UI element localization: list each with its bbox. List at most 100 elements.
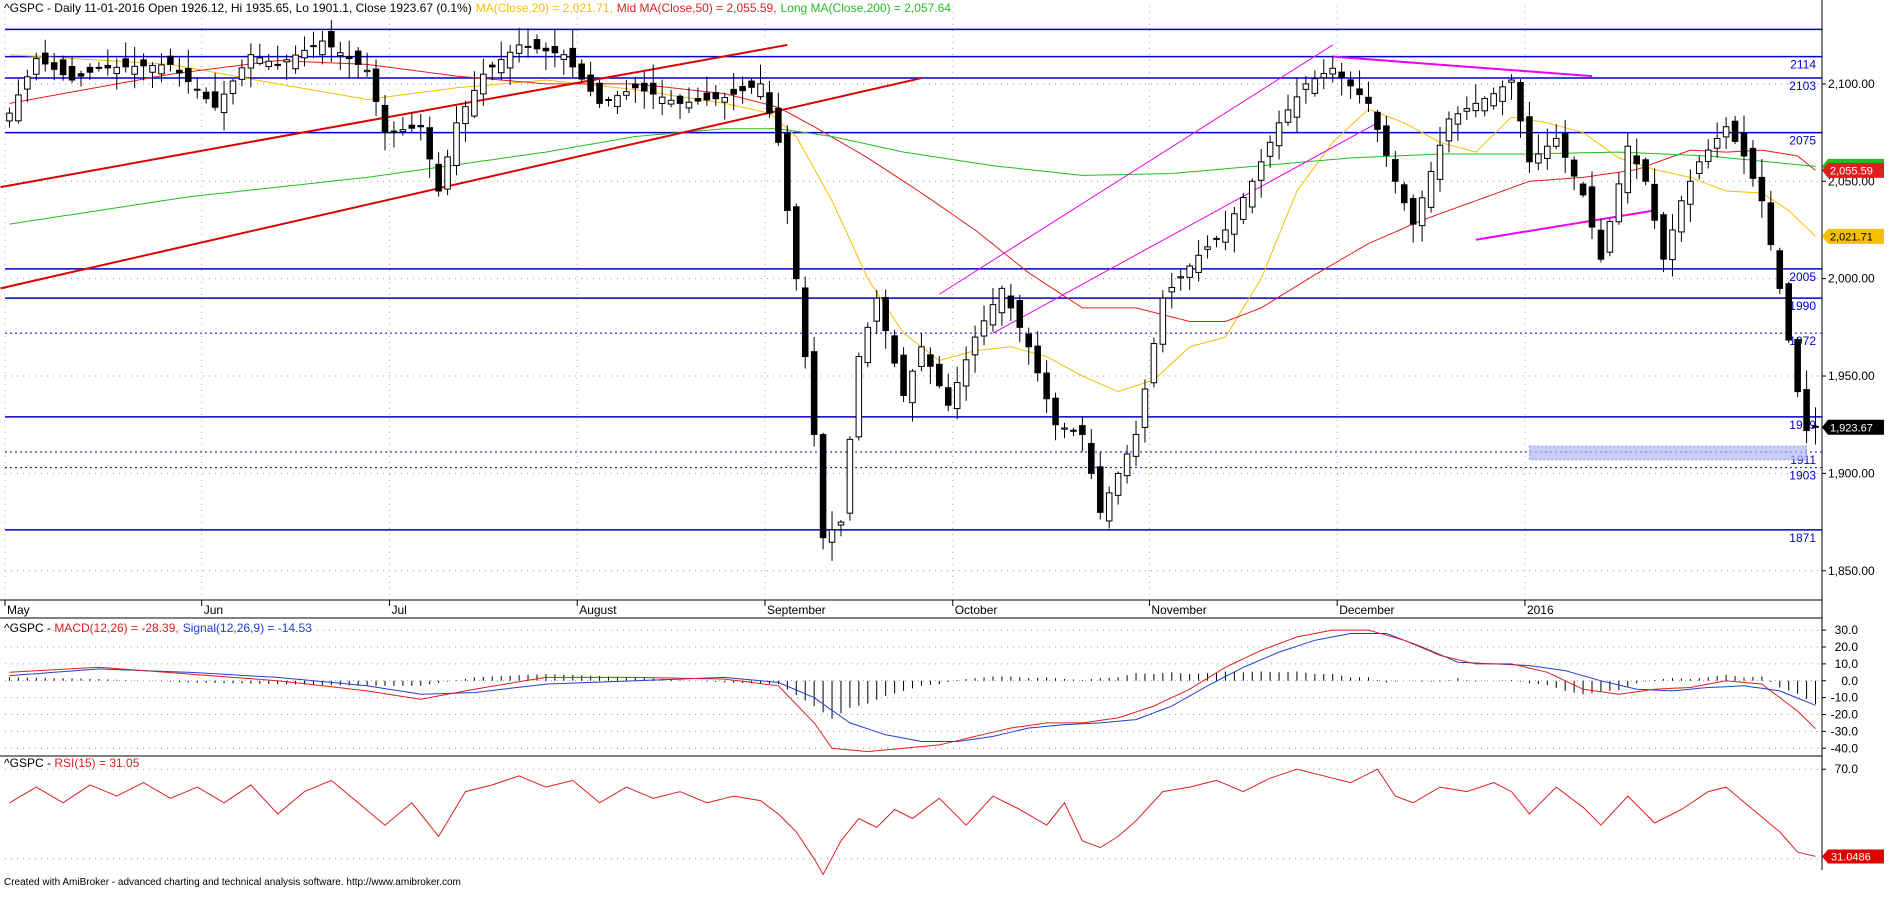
- candle-body: [1320, 73, 1328, 79]
- candle-body: [1740, 132, 1748, 157]
- candle-body: [1812, 425, 1819, 428]
- candle-body: [77, 73, 85, 77]
- candle-body: [1785, 283, 1792, 341]
- candle-body: [1159, 297, 1167, 345]
- support-zone: [1528, 445, 1808, 461]
- candle-body: [1615, 183, 1623, 223]
- candle-body: [399, 129, 407, 133]
- candle-body: [918, 346, 925, 367]
- candle-body: [489, 64, 496, 68]
- rsi-title: ^GSPC - RSI(15) = 31.05: [4, 756, 140, 770]
- candle-body: [864, 326, 872, 364]
- candle-body: [95, 66, 103, 69]
- candle-body: [1624, 145, 1632, 194]
- candle-body: [1123, 453, 1131, 477]
- candle-body: [1374, 111, 1381, 130]
- rsi-title-prefix: ^GSPC -: [4, 756, 54, 770]
- candle-body: [882, 297, 889, 332]
- candle-body: [1579, 183, 1587, 196]
- candle-body: [122, 58, 129, 68]
- level-label-2114: 2114: [1790, 58, 1816, 72]
- candle-body: [1114, 472, 1122, 496]
- value-badge-label: 2,021.71: [1830, 231, 1873, 243]
- candle-body: [810, 351, 818, 435]
- candle-body: [1061, 427, 1068, 430]
- candle-body: [274, 63, 281, 66]
- value-badge-label: 1,923.67: [1830, 422, 1873, 434]
- candle-body: [1168, 286, 1176, 293]
- value-badge: [1822, 162, 1884, 178]
- candle-body: [757, 83, 764, 98]
- candle-body: [712, 92, 720, 100]
- candle-body: [354, 50, 362, 65]
- candle-body: [506, 51, 514, 69]
- trendline: [0, 43, 788, 189]
- candle-body: [1427, 171, 1435, 208]
- candle-body: [390, 130, 398, 133]
- macd-tick-label: -30.0: [1831, 724, 1859, 738]
- candle-body: [909, 370, 916, 404]
- candle-body: [1141, 388, 1149, 428]
- candle-body: [1338, 71, 1345, 78]
- candle-body: [658, 96, 666, 104]
- candle-body: [748, 80, 755, 88]
- candle-body: [1713, 137, 1721, 149]
- candle-body: [587, 74, 594, 92]
- candle-body: [319, 40, 326, 56]
- candle-body: [462, 106, 469, 125]
- candle-body: [551, 45, 559, 54]
- level-label-1929: 1929: [1789, 418, 1816, 432]
- candle-body: [1043, 372, 1050, 400]
- candle-body: [1052, 397, 1059, 426]
- level-label-2103: 2103: [1789, 79, 1816, 93]
- candle-body: [247, 54, 255, 69]
- candle-body: [381, 104, 389, 134]
- candle-body: [846, 438, 854, 514]
- macd-tick-label: 30.0: [1835, 623, 1859, 637]
- trendline: [992, 122, 1378, 334]
- candle-body: [980, 320, 988, 337]
- candle-body: [1186, 265, 1193, 278]
- candle-body: [605, 98, 612, 101]
- candle-body: [1222, 229, 1229, 243]
- candle-body: [775, 107, 782, 143]
- candle-body: [1007, 295, 1015, 309]
- candle-body: [301, 49, 308, 59]
- candle-body: [1544, 145, 1551, 159]
- candle-body: [1266, 141, 1274, 157]
- candle-body: [1132, 433, 1140, 457]
- x-tick-label: September: [767, 603, 826, 617]
- candle-body: [1400, 184, 1408, 204]
- candle-body: [1642, 159, 1649, 182]
- candle-body: [944, 387, 952, 406]
- candle-body: [1213, 237, 1220, 240]
- candle-body: [408, 124, 416, 129]
- candle-body: [667, 99, 675, 105]
- candle-body: [1535, 153, 1542, 164]
- candle-body: [1195, 254, 1202, 273]
- macd-tick-label: -20.0: [1831, 708, 1859, 722]
- candle-body: [623, 91, 630, 96]
- candle-body: [1490, 93, 1497, 107]
- candle-body: [497, 59, 505, 74]
- x-tick-label: December: [1339, 603, 1394, 617]
- candle-body: [1687, 180, 1694, 205]
- candle-body: [363, 69, 371, 73]
- candle-body: [50, 62, 58, 70]
- candle-body: [936, 363, 943, 387]
- x-tick-label: May: [7, 603, 30, 617]
- ma20-legend: MA(Close,20) = 2,021.71,: [476, 1, 613, 15]
- value-badge-label: 2,055.59: [1830, 165, 1873, 177]
- rsi-value-badge: [1822, 849, 1884, 864]
- candle-body: [1731, 120, 1739, 142]
- candle-body: [1096, 466, 1104, 513]
- candle-body: [694, 98, 702, 102]
- candle-body: [971, 336, 979, 356]
- candle-body: [614, 95, 621, 108]
- trendline: [1332, 55, 1593, 78]
- candle-body: [1177, 276, 1184, 279]
- candle-body: [256, 57, 264, 64]
- candle-body: [1293, 96, 1301, 118]
- level-label-2005: 2005: [1789, 270, 1816, 284]
